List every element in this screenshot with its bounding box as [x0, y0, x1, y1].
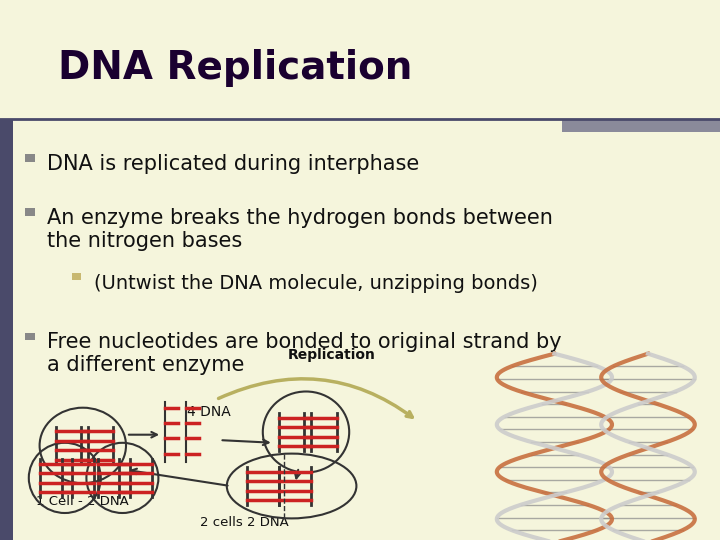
Text: 2 cells 2 DNA: 2 cells 2 DNA — [200, 516, 289, 529]
Text: Free nucleotides are bonded to original strand by
a different enzyme: Free nucleotides are bonded to original … — [47, 332, 562, 375]
Text: Replication: Replication — [287, 348, 375, 362]
Text: (Untwist the DNA molecule, unzipping bonds): (Untwist the DNA molecule, unzipping bon… — [94, 274, 537, 293]
Text: DNA is replicated during interphase: DNA is replicated during interphase — [47, 154, 419, 174]
FancyBboxPatch shape — [72, 273, 81, 280]
Text: 1 Cell - 2 DNA: 1 Cell - 2 DNA — [37, 495, 129, 508]
FancyBboxPatch shape — [562, 119, 720, 132]
FancyBboxPatch shape — [25, 208, 35, 216]
FancyBboxPatch shape — [25, 154, 35, 162]
Text: DNA Replication: DNA Replication — [58, 49, 412, 86]
FancyBboxPatch shape — [25, 333, 35, 340]
Text: 4 DNA: 4 DNA — [187, 405, 230, 419]
FancyBboxPatch shape — [0, 119, 13, 540]
Text: An enzyme breaks the hydrogen bonds between
the nitrogen bases: An enzyme breaks the hydrogen bonds betw… — [47, 208, 553, 251]
